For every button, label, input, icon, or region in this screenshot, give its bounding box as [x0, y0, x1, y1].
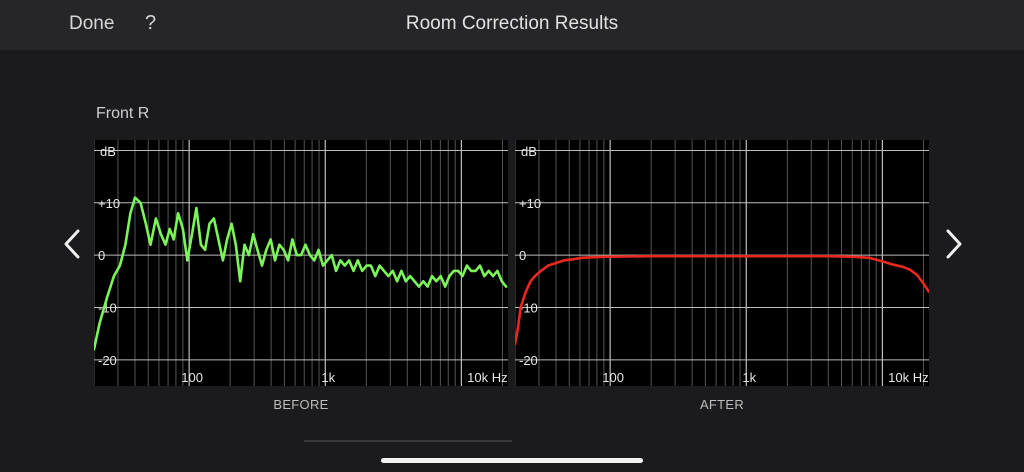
- help-button[interactable]: ?: [145, 12, 157, 34]
- after-caption: AFTER: [699, 397, 745, 412]
- next-speaker-button[interactable]: [938, 224, 968, 264]
- speaker-name: Front R: [96, 105, 150, 122]
- before-frequency-response-plot: dB +10 0 -10 -20 100 1k 10k Hz: [94, 140, 508, 386]
- grid-lines: [94, 140, 508, 386]
- response-curve: [94, 196, 508, 351]
- y-tick-label: -10: [519, 300, 538, 315]
- response-curve: [515, 254, 929, 346]
- navigation-bar: Done ? Room Correction Results: [0, 0, 1024, 50]
- done-button[interactable]: Done: [69, 13, 115, 34]
- before-caption: BEFORE: [273, 397, 329, 412]
- y-tick-label: 0: [519, 248, 526, 263]
- after-chart: dB +10 0 -10 -20 100 1k 10k Hz: [515, 140, 929, 386]
- chevron-left-icon: [64, 229, 80, 259]
- x-tick-label: 1k: [321, 370, 335, 385]
- x-tick-label: 10k Hz: [888, 370, 928, 385]
- x-tick-label: 100: [181, 370, 203, 385]
- y-tick-label: 0: [98, 248, 105, 263]
- home-indicator: [381, 458, 643, 463]
- before-chart: dB +10 0 -10 -20 100 1k 10k Hz: [94, 140, 508, 386]
- previous-speaker-button[interactable]: [58, 224, 88, 264]
- after-frequency-response-plot: dB +10 0 -10 -20 100 1k 10k Hz: [515, 140, 929, 386]
- y-axis-unit-label: dB: [521, 144, 537, 159]
- x-tick-label: 100: [602, 370, 624, 385]
- chevron-right-icon: [946, 229, 962, 259]
- page-indicator-track: [304, 440, 512, 442]
- x-tick-label: 10k Hz: [467, 370, 507, 385]
- y-tick-label: -10: [98, 300, 117, 315]
- y-tick-label: -20: [98, 353, 117, 368]
- y-axis-unit-label: dB: [100, 144, 116, 159]
- y-tick-label: -20: [519, 353, 538, 368]
- y-tick-label: +10: [98, 196, 120, 211]
- x-tick-label: 1k: [742, 370, 756, 385]
- grid-lines: [515, 140, 929, 386]
- y-tick-label: +10: [519, 196, 541, 211]
